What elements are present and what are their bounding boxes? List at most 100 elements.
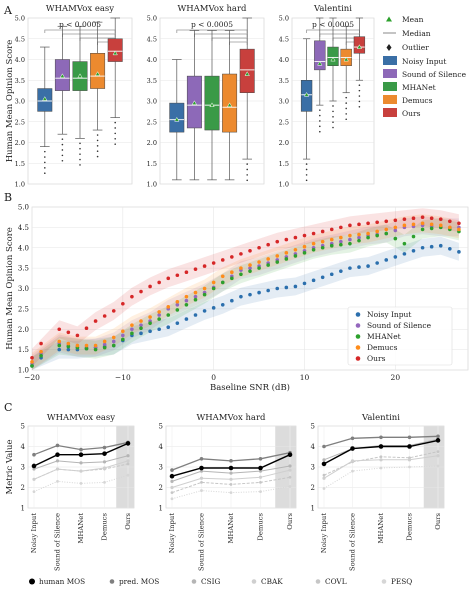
legend-label: Median bbox=[402, 29, 431, 38]
y-tick-label: 1.5 bbox=[279, 160, 289, 168]
panel-label-c: C bbox=[4, 401, 12, 414]
box bbox=[314, 40, 326, 71]
legend-label: MHANet bbox=[367, 332, 401, 341]
scatter-point bbox=[357, 222, 361, 227]
metric-point bbox=[435, 438, 441, 443]
scatter-point bbox=[320, 239, 325, 244]
y-tick-label: 3.5 bbox=[18, 265, 29, 273]
confidence-band bbox=[32, 214, 459, 370]
metric-point bbox=[288, 464, 292, 468]
scatter-point bbox=[366, 264, 370, 268]
x-tick-label: −20 bbox=[24, 373, 40, 382]
outlier-point bbox=[246, 168, 248, 171]
scatter-point bbox=[175, 321, 180, 325]
metric-point bbox=[32, 490, 36, 493]
metric-point bbox=[229, 483, 233, 486]
y-tick-label: 3.0 bbox=[147, 98, 157, 106]
legend-label: MHANet bbox=[402, 83, 436, 92]
metric-point bbox=[200, 489, 203, 492]
outlier-point bbox=[305, 168, 308, 171]
scatter-point bbox=[357, 265, 361, 269]
metric-point bbox=[229, 459, 233, 463]
legend-marker bbox=[355, 312, 361, 317]
metric-point bbox=[55, 459, 60, 463]
scatter-point bbox=[457, 227, 461, 232]
metric-point bbox=[126, 473, 130, 477]
metric-point bbox=[258, 465, 263, 471]
scatter-point bbox=[420, 221, 425, 226]
scatter-point bbox=[248, 266, 252, 270]
scatter-point bbox=[438, 223, 443, 228]
legend-box bbox=[347, 306, 453, 366]
scatter-point bbox=[348, 241, 352, 246]
scatter-point bbox=[429, 226, 434, 231]
scatter-point bbox=[130, 327, 134, 332]
legend-label: Ours bbox=[402, 109, 421, 118]
legend-label: CBAK bbox=[261, 577, 283, 586]
y-tick-label: 4.0 bbox=[279, 56, 289, 64]
y-tick-label: 4.0 bbox=[147, 56, 157, 64]
y-tick-label: 2.0 bbox=[147, 139, 157, 147]
outlier-point bbox=[96, 134, 99, 136]
scatter-point bbox=[348, 223, 352, 228]
scatter-point bbox=[39, 341, 43, 346]
legend-label: Ours bbox=[367, 354, 386, 363]
metric-point bbox=[436, 450, 440, 454]
legend-label: Sound of Silence bbox=[402, 70, 467, 79]
metric-point bbox=[32, 452, 36, 457]
scatter-point bbox=[220, 274, 225, 279]
scatter-point bbox=[329, 272, 334, 277]
outlier-point bbox=[96, 155, 99, 158]
scatter-point bbox=[148, 321, 152, 325]
scatter-point bbox=[339, 269, 343, 273]
legend-swatch bbox=[383, 69, 397, 78]
legend-marker bbox=[251, 579, 257, 584]
outlier-point bbox=[332, 110, 334, 113]
scatter-point bbox=[284, 237, 289, 242]
legend-label: COVL bbox=[325, 577, 347, 586]
box bbox=[90, 53, 106, 89]
scatter-point bbox=[420, 227, 425, 232]
outlier-point bbox=[345, 118, 348, 121]
scatter-point bbox=[339, 235, 343, 240]
legend-label: human MOS bbox=[39, 577, 85, 586]
x-tick-label: 0 bbox=[211, 373, 216, 382]
scatter-point bbox=[402, 217, 407, 222]
metric-point bbox=[199, 465, 204, 471]
y-tick-label: 2.0 bbox=[18, 326, 29, 334]
outlier-point bbox=[96, 139, 99, 142]
x-tick-label: Sound of Silence bbox=[54, 513, 62, 571]
legend-label: Sound of Silence bbox=[367, 321, 432, 330]
metric-point bbox=[199, 476, 204, 480]
metric-point bbox=[228, 465, 234, 471]
scatter-point bbox=[30, 364, 34, 368]
y-tick-label: 2.5 bbox=[147, 118, 157, 126]
metric-point bbox=[199, 457, 204, 461]
x-tick-label: Sound of Silence bbox=[349, 513, 357, 571]
subplot-title: WHAMVox easy bbox=[47, 413, 115, 423]
y-tick-label: 5.0 bbox=[279, 15, 289, 23]
scatter-point bbox=[438, 217, 443, 222]
scatter-point bbox=[293, 254, 298, 258]
scatter-point bbox=[411, 222, 416, 227]
scatter-point bbox=[266, 242, 270, 247]
legend-label: Noisy Input bbox=[402, 57, 446, 66]
legend-label: PESQ bbox=[391, 577, 412, 586]
metric-point bbox=[79, 469, 83, 473]
y-tick-label: 5 bbox=[159, 423, 163, 431]
scatter-point bbox=[266, 288, 270, 293]
y-tick-label: 2.5 bbox=[15, 118, 25, 126]
y-tick-label: 2 bbox=[311, 484, 315, 492]
subplot-title: WHAMVox hard bbox=[196, 413, 266, 423]
scatter-point bbox=[384, 231, 389, 236]
box-mean-marker bbox=[244, 71, 250, 76]
scatter-point bbox=[293, 235, 298, 240]
y-tick-label: 1 bbox=[311, 505, 315, 513]
scatter-point bbox=[266, 257, 270, 261]
metric-point bbox=[102, 460, 107, 464]
outlier-point bbox=[332, 121, 334, 123]
box-mean-marker bbox=[59, 73, 66, 78]
outlier-point bbox=[358, 106, 361, 108]
legend-label: Noisy Input bbox=[367, 310, 411, 319]
scatter-point bbox=[211, 280, 216, 285]
